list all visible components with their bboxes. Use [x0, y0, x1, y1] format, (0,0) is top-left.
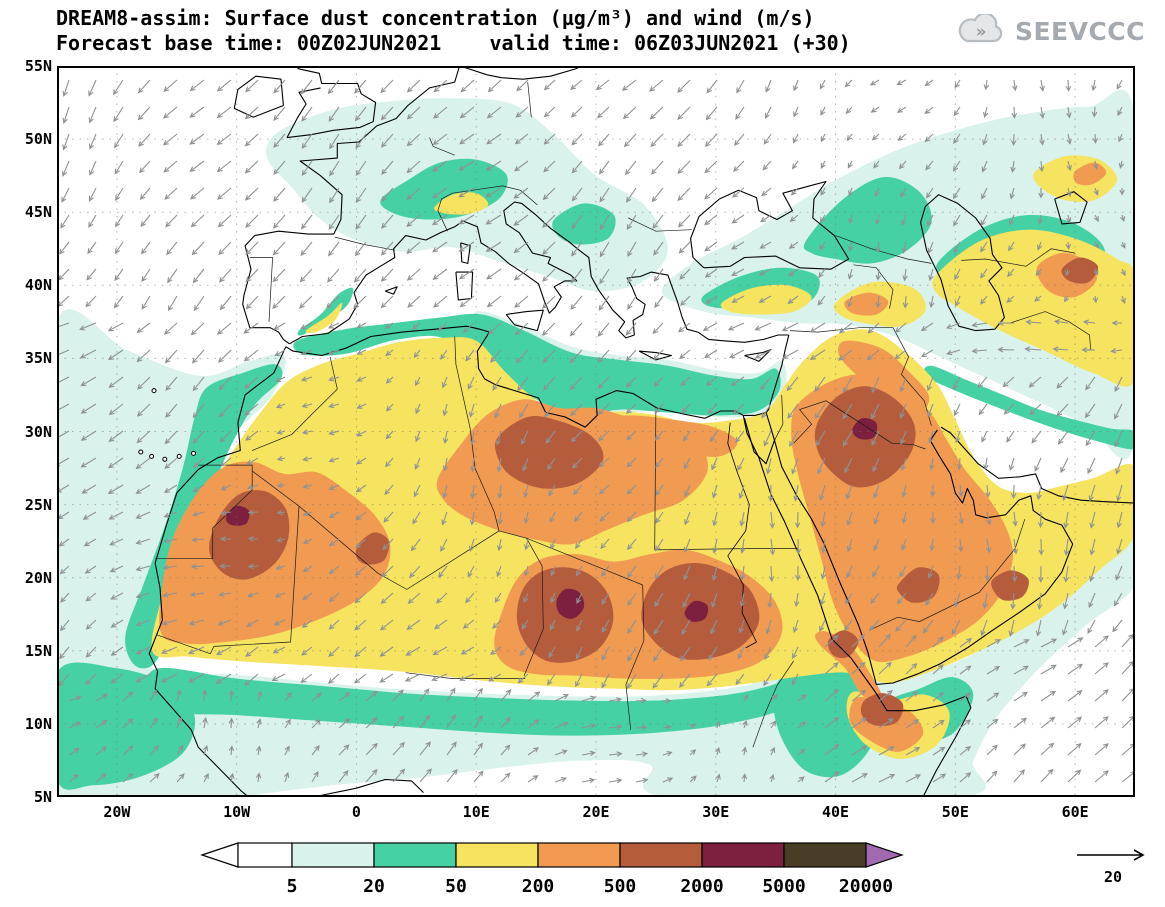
lon-tick-label: 30E: [702, 803, 730, 821]
seevccc-logo: » SEEVCCC: [954, 14, 1145, 48]
colorbar-segment: [783, 842, 867, 868]
colorbar-label: 50: [445, 876, 467, 897]
lon-tick-label: 20E: [582, 803, 610, 821]
colorbar-segment: [237, 842, 293, 868]
colorbar-label: 20: [363, 876, 385, 897]
lon-tick-label: 50E: [941, 803, 969, 821]
colorbar-right-arrow: [865, 842, 904, 868]
lat-tick-label: 25N: [24, 495, 52, 514]
colorbar-left-arrow: [200, 842, 239, 868]
lat-tick-label: 35N: [24, 349, 52, 368]
colorbar-label: 5000: [762, 876, 805, 897]
lon-tick-label: 10E: [462, 803, 490, 821]
wind-reference-value: 20: [1103, 868, 1123, 886]
chart-subtitle: Forecast base time: 00Z02JUN2021 valid t…: [56, 31, 851, 55]
coastlines-layer: [138, 66, 1135, 797]
colorbar-segment: [373, 842, 457, 868]
lon-tick-label: 20W: [103, 803, 131, 821]
colorbar-segment: [537, 842, 621, 868]
colorbar-label: 500: [604, 876, 637, 897]
lat-tick-label: 10N: [24, 714, 52, 733]
lat-tick-label: 30N: [24, 422, 52, 441]
lon-tick-label: 0: [351, 803, 361, 821]
lon-tick-label: 40E: [822, 803, 850, 821]
wind-reference-arrow-icon: [1077, 849, 1145, 861]
colorbar-label: 200: [522, 876, 555, 897]
colorbar-segment: [291, 842, 375, 868]
chart-title: DREAM8-assim: Surface dust concentration…: [56, 6, 815, 30]
cloud-icon: »: [958, 14, 1003, 43]
country-borders-layer: [155, 82, 1092, 748]
colorbar-segment: [619, 842, 703, 868]
colorbar: 5 20 50 200 500 2000 5000 20000: [200, 842, 904, 897]
map-frame: [57, 66, 1135, 797]
lat-tick-label: 15N: [24, 641, 52, 660]
lon-tick-label: 10W: [223, 803, 251, 821]
colorbar-segment: [701, 842, 785, 868]
lat-tick-label: 55N: [24, 57, 52, 75]
lat-tick-label: 50N: [24, 130, 52, 149]
colorbar-label: 5: [287, 876, 298, 897]
map-layers: [57, 66, 1135, 797]
wind-arrows-layer: [57, 79, 1135, 784]
colorbar-label: 20000: [839, 876, 893, 897]
lon-tick-label: 60E: [1061, 803, 1089, 821]
lat-tick-label: 45N: [24, 203, 52, 222]
lat-tick-label: 20N: [24, 568, 52, 587]
lat-tick-label: 40N: [24, 276, 52, 295]
map-canvas: [57, 66, 1135, 797]
lat-tick-label: 5N: [33, 788, 52, 806]
svg-text:»: »: [976, 22, 986, 42]
wind-reference: 20: [1066, 842, 1160, 886]
colorbar-segment: [455, 842, 539, 868]
colorbar-label: 2000: [680, 876, 723, 897]
logo-text: SEEVCCC: [1014, 16, 1145, 46]
dust-field-layer: [57, 89, 1135, 797]
